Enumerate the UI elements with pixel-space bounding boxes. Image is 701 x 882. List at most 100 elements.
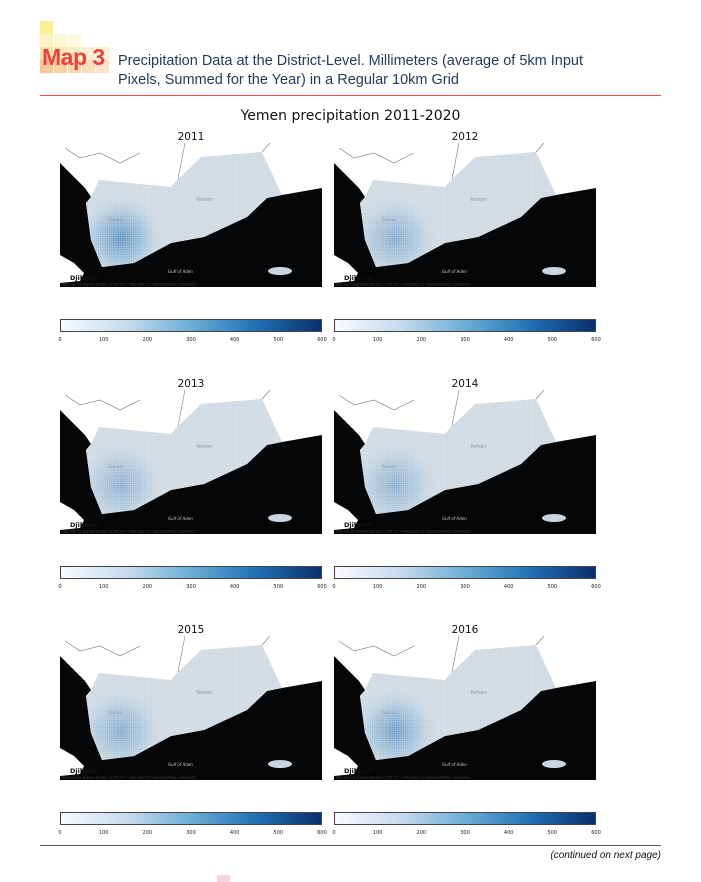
gulf-label: Gulf of Aden [442, 762, 467, 767]
colorbar-tick: 400 [503, 830, 514, 836]
colorbar-tick: 100 [372, 584, 383, 590]
djibouti-label: Djibouti [344, 274, 373, 282]
colorbar-tick: 0 [58, 584, 62, 590]
colorbar-tick: 600 [317, 584, 327, 590]
colorbar-tick: 300 [460, 830, 470, 836]
colorbar-tick: 100 [98, 830, 109, 836]
colorbar [334, 319, 596, 332]
continued-note: (continued on next page) [550, 850, 661, 861]
precipitation-map: Yemen Sanaa Gulf of Aden Djibouti Map ti… [60, 143, 322, 287]
country-label: Yemen [195, 197, 213, 203]
colorbar-tick: 500 [273, 584, 284, 590]
colorbar-tick: 200 [142, 584, 153, 590]
africa-coast [60, 748, 84, 776]
colorbar-tick: 500 [547, 830, 558, 836]
sea [334, 656, 596, 780]
colorbar-tick: 300 [186, 830, 196, 836]
africa-coast [60, 255, 84, 283]
attribution: Map tiles by Stamen Design, CC BY 3.0 — … [62, 776, 197, 780]
colorbar [60, 812, 322, 825]
borders [338, 143, 545, 180]
panel-year: 2011 [177, 131, 205, 143]
colorbar-tick: 200 [142, 830, 153, 836]
djibouti-label: Djibouti [70, 274, 99, 282]
colorbar-tick: 400 [229, 584, 240, 590]
borders [338, 390, 545, 427]
borders [338, 636, 545, 673]
colorbar-tick: 600 [591, 337, 601, 343]
city-label: Sanaa [108, 710, 122, 716]
attribution: Map tiles by Stamen Design, CC BY 3.0 — … [336, 530, 471, 534]
colorbar-tick: 0 [332, 584, 336, 590]
colorbar-tick: 500 [273, 337, 284, 343]
socotra [542, 267, 566, 275]
gulf-label: Gulf of Aden [168, 269, 193, 274]
country-label: Yemen [469, 444, 487, 450]
precipitation-map: Yemen Sanaa Gulf of Aden Djibouti Map ti… [60, 390, 322, 534]
socotra [268, 514, 292, 522]
colorbar-tick: 500 [273, 830, 284, 836]
panel-year: 2015 [177, 624, 205, 636]
colorbar [60, 319, 322, 332]
country-label: Yemen [469, 197, 487, 203]
colorbar-tick: 500 [547, 584, 558, 590]
borders [64, 390, 271, 427]
colorbar-tick: 200 [142, 337, 153, 343]
colorbar-tick: 0 [58, 830, 62, 836]
borders [64, 143, 271, 180]
socotra [542, 760, 566, 768]
africa-coast [334, 255, 358, 283]
country-label: Yemen [195, 444, 213, 450]
map-number-label: Map 3 [42, 44, 105, 70]
colorbar-tick: 400 [503, 337, 514, 343]
colorbar-tick: 600 [591, 830, 601, 836]
socotra [268, 760, 292, 768]
colorbar-tick: 300 [186, 337, 196, 343]
colorbar-tick: 0 [58, 337, 62, 343]
borders [64, 636, 271, 673]
colorbar-tick: 100 [98, 584, 109, 590]
page-title: Precipitation Data at the District-Level… [118, 53, 583, 88]
footer-decoration [217, 875, 230, 882]
panel-year: 2013 [177, 378, 205, 390]
colorbar-tick: 100 [372, 830, 383, 836]
country-label: Yemen [469, 690, 487, 696]
precipitation-map: Yemen Sanaa Gulf of Aden Djibouti Map ti… [334, 636, 596, 780]
colorbar-tick: 400 [229, 337, 240, 343]
attribution: Map tiles by Stamen Design, CC BY 3.0 — … [62, 283, 197, 287]
colorbar-tick: 200 [416, 337, 427, 343]
colorbar-tick: 400 [503, 584, 514, 590]
sea [60, 163, 322, 287]
country-label: Yemen [195, 690, 213, 696]
colorbar [334, 566, 596, 579]
socotra [268, 267, 292, 275]
gulf-label: Gulf of Aden [442, 516, 467, 521]
figure-title: Yemen precipitation 2011-2020 [240, 108, 461, 124]
attribution: Map tiles by Stamen Design, CC BY 3.0 — … [62, 530, 197, 534]
gulf-label: Gulf of Aden [168, 762, 193, 767]
colorbar-tick: 0 [332, 830, 336, 836]
colorbar-tick: 500 [547, 337, 558, 343]
djibouti-label: Djibouti [344, 521, 373, 529]
colorbar-tick: 600 [591, 584, 601, 590]
city-label: Sanaa [108, 217, 122, 223]
attribution: Map tiles by Stamen Design, CC BY 3.0 — … [336, 776, 471, 780]
footer-divider [40, 845, 661, 846]
colorbar [334, 812, 596, 825]
colorbar-tick: 600 [317, 830, 327, 836]
socotra [542, 514, 566, 522]
gulf-label: Gulf of Aden [442, 269, 467, 274]
djibouti-label: Djibouti [344, 767, 373, 775]
city-label: Sanaa [382, 710, 396, 716]
header-divider [40, 95, 661, 96]
panel-year: 2014 [451, 378, 479, 390]
panel-year: 2012 [451, 131, 479, 143]
city-label: Sanaa [382, 217, 396, 223]
africa-coast [60, 502, 84, 530]
africa-coast [334, 748, 358, 776]
precipitation-map: Yemen Sanaa Gulf of Aden Djibouti Map ti… [334, 390, 596, 534]
sea [334, 163, 596, 287]
colorbar-tick: 300 [460, 337, 470, 343]
colorbar-tick: 300 [186, 584, 196, 590]
